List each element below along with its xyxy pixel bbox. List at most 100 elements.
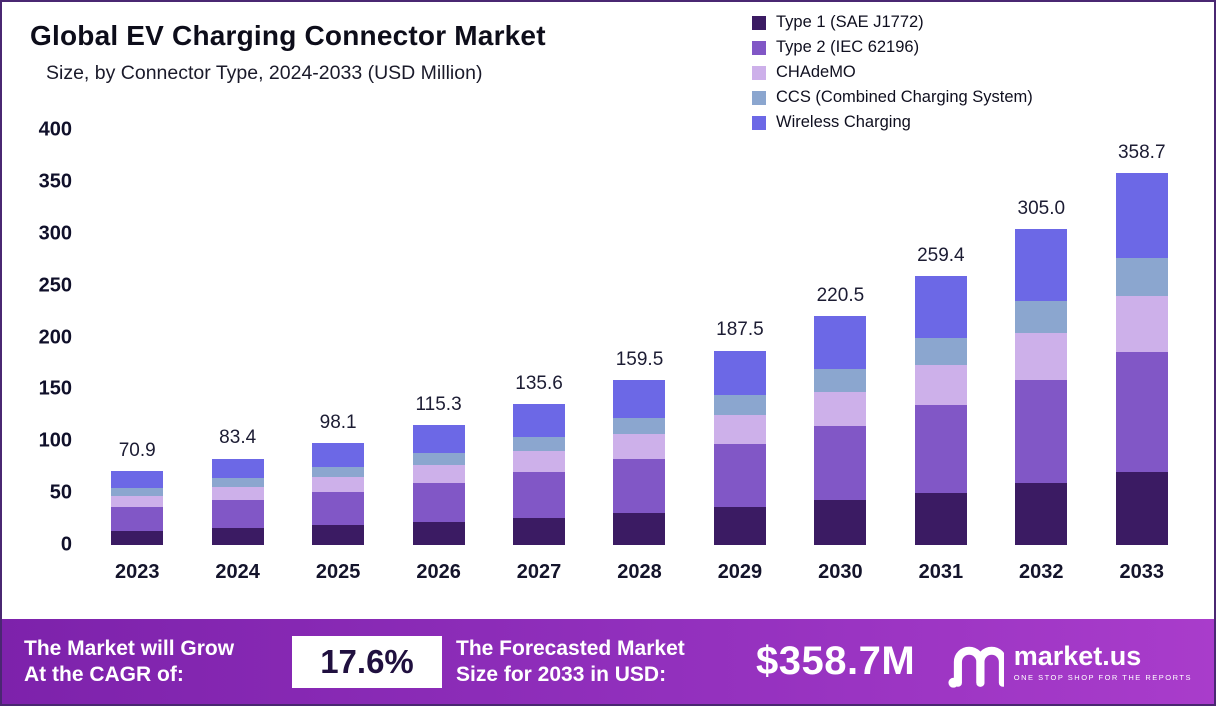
bar-column: 159.5 2028 — [589, 130, 689, 583]
y-axis-tick-label: 300 — [38, 222, 72, 245]
bar-column: 305.0 2032 — [991, 130, 1091, 583]
bar-segment — [111, 506, 164, 531]
bar-segment — [312, 476, 365, 493]
bar-column: 259.4 2031 — [891, 130, 991, 583]
forecast-label-line2: Size for 2033 in USD: — [456, 662, 667, 686]
x-axis-year-label: 2026 — [416, 561, 461, 583]
bar-segment — [713, 414, 766, 444]
bar-segment — [914, 364, 967, 406]
x-axis-year-label: 2029 — [717, 561, 763, 583]
plot-area: 70.9 2023 83.4 2024 98.1 2025 115.3 2026 135.6 20… — [87, 130, 1192, 583]
bar-segment — [513, 517, 566, 545]
bar-total-label: 159.5 — [615, 348, 664, 370]
bar-column: 220.5 2030 — [790, 130, 890, 583]
x-axis-year-label: 2028 — [617, 561, 662, 583]
bar-segment — [914, 337, 967, 365]
bar-segment — [814, 426, 867, 501]
bar-segment — [412, 482, 465, 522]
legend-swatch — [752, 65, 766, 80]
stacked-bar — [1115, 172, 1168, 545]
cagr-label-line2: At the CAGR of: — [24, 662, 184, 686]
bar-segment — [211, 528, 264, 545]
bar-total-label: 135.6 — [515, 373, 563, 395]
bar-column: 70.9 2023 — [87, 130, 187, 583]
stacked-bar — [814, 316, 867, 545]
bar-total-label: 70.9 — [118, 440, 156, 462]
bar-segment — [312, 492, 365, 526]
bar-segment — [312, 525, 365, 545]
bar-segment — [1015, 483, 1068, 545]
bar-segment — [211, 458, 264, 479]
x-axis-year-label: 2032 — [1019, 561, 1064, 583]
logo-text: market.us — [1013, 640, 1142, 671]
market-us-logo-icon — [948, 646, 1004, 688]
bar-segment — [914, 405, 967, 493]
bar-segment — [1015, 332, 1068, 381]
y-axis-tick-label: 350 — [38, 170, 72, 193]
cagr-label-line1: The Market will Grow — [24, 636, 235, 660]
x-axis-year-label: 2027 — [516, 561, 562, 583]
bar-segment — [713, 507, 766, 545]
legend-swatch — [752, 115, 766, 130]
bar-segment — [513, 404, 566, 437]
bar-segment — [613, 512, 666, 545]
bottom-banner: The Market will Grow At the CAGR of: 17.… — [2, 619, 1214, 704]
bar-total-label: 115.3 — [415, 394, 462, 416]
x-axis-year-label: 2023 — [114, 561, 160, 583]
x-axis-year-label: 2031 — [918, 561, 964, 583]
stacked-bar — [211, 458, 264, 545]
bar-segment — [111, 530, 164, 545]
x-axis-year-label: 2024 — [215, 561, 260, 583]
bar-segment — [613, 434, 666, 459]
y-axis: 0 50 100 150 200 250 300 350 400 — [2, 119, 78, 556]
bar-segment — [914, 492, 967, 545]
x-axis-year-label: 2030 — [818, 561, 863, 583]
y-axis-tick-label: 200 — [38, 326, 72, 348]
bar-segment — [1115, 351, 1168, 473]
bar-segment — [814, 391, 867, 427]
legend-item: Type 1 (SAE J1772) — [752, 10, 1033, 35]
stacked-bar — [713, 350, 766, 545]
bar-segment — [914, 275, 967, 338]
bar-column: 83.4 2024 — [187, 130, 287, 583]
legend-swatch — [752, 40, 766, 55]
bar-column: 98.1 2025 — [288, 130, 388, 583]
bar-segment — [613, 459, 666, 513]
bar-segment — [1115, 472, 1168, 545]
legend-label: Type 1 (SAE J1772) — [776, 13, 924, 31]
bar-column: 115.3 2026 — [388, 130, 488, 583]
stacked-bar — [312, 443, 365, 545]
page-subtitle: Size, by Connector Type, 2024-2033 (USD … — [46, 62, 483, 84]
legend-label: Type 2 (IEC 62196) — [776, 38, 920, 56]
bar-segment — [814, 368, 867, 392]
bar-segment — [211, 478, 264, 488]
stacked-bar — [412, 425, 465, 545]
bar-segment — [412, 521, 465, 545]
bar-segment — [412, 452, 465, 465]
stacked-bar — [513, 404, 566, 545]
forecast-value: $358.7M — [756, 639, 916, 683]
stacked-bar — [613, 379, 666, 545]
bar-segment — [412, 464, 465, 483]
bar-segment — [211, 487, 264, 500]
bar-total-label: 98.1 — [319, 412, 357, 434]
bar-segment — [513, 450, 566, 472]
bar-segment — [1115, 295, 1168, 352]
cagr-value-badge: 17.6% — [292, 635, 442, 688]
bar-segment — [1015, 228, 1068, 302]
x-axis-year-label: 2033 — [1119, 561, 1165, 583]
y-axis-tick-label: 400 — [38, 118, 72, 141]
y-axis-tick-label: 100 — [38, 429, 72, 452]
legend-label: CCS (Combined Charging System) — [776, 88, 1033, 106]
logo-tagline: ONE STOP SHOP FOR THE REPORTS — [1013, 672, 1192, 682]
forecast-label-line1: The Forecasted Market — [456, 636, 685, 660]
legend-item: Type 2 (IEC 62196) — [752, 35, 1033, 60]
page-title: Global EV Charging Connector Market — [30, 20, 546, 51]
x-axis-year-label: 2025 — [315, 561, 361, 583]
bar-total-label: 187.5 — [716, 319, 764, 341]
legend-swatch — [752, 90, 766, 105]
bar-segment — [1015, 301, 1068, 333]
bar-segment — [713, 395, 766, 415]
bar-segment — [713, 443, 766, 508]
